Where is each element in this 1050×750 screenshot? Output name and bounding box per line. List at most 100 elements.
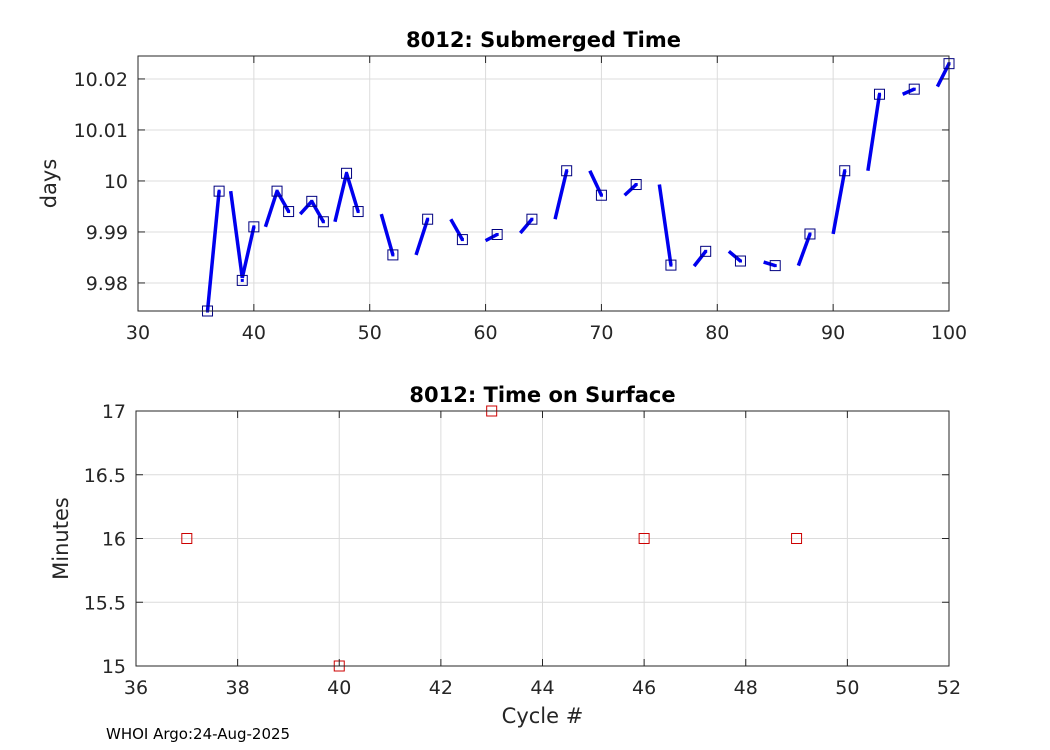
submerged-time-chart: 30 40 50 60 70 80 90 100 9.98 9.99 10 10.01 10.02 801… — [37, 28, 967, 344]
data-point-dot — [738, 259, 742, 263]
data-segment — [901, 87, 915, 96]
x-tick-label: 36 — [124, 677, 148, 699]
y-tick-label: 9.98 — [86, 273, 128, 295]
data-point — [700, 245, 712, 257]
data-point — [456, 234, 468, 246]
data-point — [638, 533, 650, 544]
data-point — [181, 533, 193, 544]
x-tick-label: 100 — [931, 322, 967, 344]
data-segment — [553, 170, 569, 220]
data-point-dot — [808, 232, 812, 236]
data-point-dot — [877, 92, 881, 96]
data-segment — [379, 213, 395, 256]
y-tick-label: 10.01 — [74, 120, 128, 142]
x-tick-label: 38 — [226, 677, 250, 699]
data-point — [317, 216, 329, 228]
data-point — [769, 260, 781, 272]
data-segment — [727, 249, 742, 263]
data-point-dot — [287, 210, 291, 214]
data-point — [213, 185, 225, 197]
data-point-dot — [634, 183, 638, 187]
data-point — [248, 221, 260, 233]
data-segment — [228, 190, 245, 279]
data-point-dot — [530, 217, 534, 221]
data-segment — [344, 172, 360, 213]
x-tick-label: 42 — [429, 677, 453, 699]
chart-title: 8012: Submerged Time — [406, 28, 681, 52]
data-segment — [275, 190, 291, 213]
time-on-surface-chart: 36 38 40 42 44 46 48 50 52 15 15.5 16 16.5 17 8012: Ti… — [49, 383, 961, 728]
y-tick-label: 16.5 — [84, 465, 126, 487]
data-segment — [205, 190, 221, 312]
data-point — [387, 249, 399, 261]
data-point — [526, 213, 538, 225]
data-point — [352, 206, 364, 218]
y-tick-label: 16 — [102, 529, 126, 551]
data-point — [595, 189, 607, 201]
data-point — [283, 206, 295, 218]
axes-frame — [137, 55, 950, 312]
y-tick-label: 15 — [102, 656, 126, 678]
data-point — [873, 88, 885, 100]
x-tick-label: 48 — [734, 677, 758, 699]
data-segment — [763, 260, 776, 268]
data-segment — [310, 200, 325, 223]
data-point-dot — [460, 238, 464, 242]
x-tick-label: 52 — [937, 677, 961, 699]
x-tick-label: 70 — [589, 322, 613, 344]
y-tick-label: 15.5 — [84, 592, 126, 614]
x-tick-label: 30 — [126, 322, 150, 344]
y-tick-label: 10 — [104, 171, 128, 193]
data-point — [236, 274, 248, 286]
data-point — [839, 165, 851, 177]
data-segment — [623, 183, 638, 197]
data-segment — [692, 250, 708, 268]
data-point — [561, 165, 573, 177]
y-tick-label: 9.99 — [86, 222, 128, 244]
data-point-dot — [217, 189, 221, 193]
x-tick-label: 40 — [242, 322, 266, 344]
data-point — [422, 213, 434, 225]
data-segment — [657, 184, 673, 266]
data-point-dot — [704, 249, 708, 253]
y-tick-label: 10.02 — [74, 69, 128, 91]
y-axis-label: days — [37, 159, 61, 209]
data-segment — [414, 218, 430, 256]
data-segment — [866, 93, 882, 172]
data-point-dot — [565, 169, 569, 173]
data-point-dot — [321, 220, 325, 224]
data-point-dot — [495, 233, 499, 236]
x-tick-label: 44 — [530, 677, 554, 699]
data-segment — [240, 226, 256, 279]
data-segment — [449, 218, 464, 241]
data-point — [630, 179, 642, 191]
data-point — [491, 229, 503, 240]
data-segment — [935, 62, 951, 88]
data-segment — [831, 170, 847, 235]
plot-area — [138, 56, 949, 311]
x-tick-label: 90 — [821, 322, 845, 344]
data-point — [908, 83, 920, 95]
data-point-dot — [426, 217, 430, 221]
data-point — [804, 228, 816, 240]
data-segment — [518, 218, 534, 235]
data-point-dot — [275, 189, 279, 193]
data-point-dot — [356, 210, 360, 214]
x-tick-label: 50 — [835, 677, 859, 699]
y-axis-label: Minutes — [49, 497, 73, 580]
x-tick-label: 40 — [327, 677, 351, 699]
footer-credit: WHOI Argo:24-Aug-2025 — [106, 725, 291, 743]
x-tick-label: 46 — [632, 677, 656, 699]
data-point-dot — [391, 253, 395, 257]
data-point — [791, 533, 803, 544]
data-point-dot — [843, 169, 847, 173]
data-point — [734, 255, 746, 267]
data-segment — [298, 200, 314, 216]
x-axis-label: Cycle # — [502, 704, 584, 728]
data-point-dot — [345, 171, 349, 175]
data-point-dot — [252, 225, 256, 229]
data-point-dot — [669, 263, 673, 267]
data-segment — [588, 170, 604, 196]
data-point-dot — [240, 278, 244, 282]
